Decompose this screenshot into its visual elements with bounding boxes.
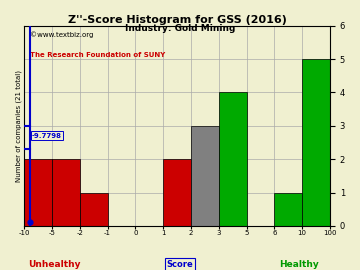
- Text: ©www.textbiz.org: ©www.textbiz.org: [30, 32, 94, 38]
- Text: Score: Score: [167, 260, 193, 269]
- Bar: [52, 159, 80, 226]
- Y-axis label: Number of companies (21 total): Number of companies (21 total): [15, 70, 22, 182]
- Bar: [191, 126, 219, 226]
- Bar: [163, 159, 191, 226]
- Text: The Research Foundation of SUNY: The Research Foundation of SUNY: [30, 52, 166, 58]
- Text: Unhealthy: Unhealthy: [28, 260, 80, 269]
- Bar: [302, 59, 330, 226]
- Bar: [274, 193, 302, 226]
- Bar: [24, 159, 52, 226]
- Bar: [80, 193, 108, 226]
- Text: -9.7798: -9.7798: [32, 133, 62, 139]
- Title: Z''-Score Histogram for GSS (2016): Z''-Score Histogram for GSS (2016): [68, 15, 287, 25]
- Text: Healthy: Healthy: [279, 260, 319, 269]
- Bar: [219, 93, 247, 226]
- Text: Industry: Gold Mining: Industry: Gold Mining: [125, 24, 235, 33]
